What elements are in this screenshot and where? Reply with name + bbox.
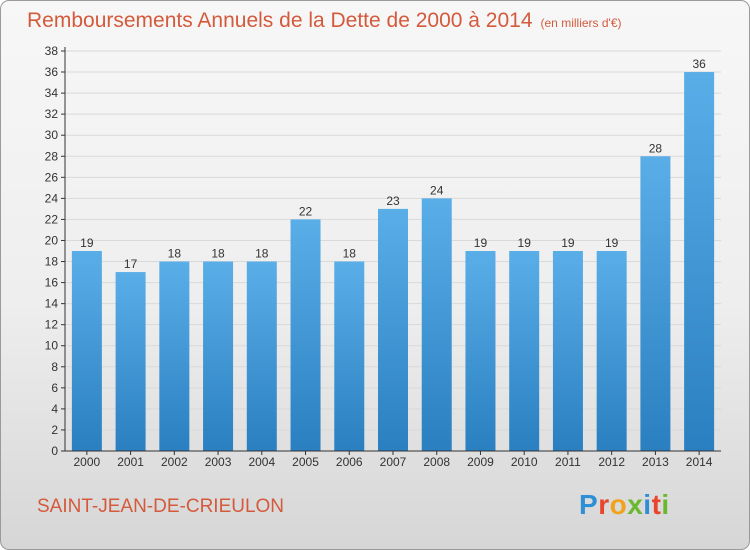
y-tick-label: 38 — [45, 44, 59, 58]
y-tick-label: 16 — [45, 276, 59, 290]
y-tick-label: 4 — [51, 402, 58, 416]
y-tick-label: 18 — [45, 255, 59, 269]
bar-2010 — [509, 251, 540, 451]
bar-value-label: 18 — [211, 247, 225, 261]
y-tick-label: 24 — [45, 191, 59, 205]
commune-name: SAINT-JEAN-DE-CRIEULON — [37, 496, 285, 517]
y-tick-label: 6 — [51, 381, 58, 395]
bar-2006 — [334, 261, 365, 451]
y-tick-label: 34 — [45, 86, 59, 100]
proxiti-logo: Proxiti — [579, 489, 670, 521]
y-tick-label: 26 — [45, 170, 59, 184]
x-tick-label: 2006 — [336, 455, 363, 469]
bar-value-label: 19 — [605, 236, 619, 250]
x-tick-label: 2001 — [117, 455, 144, 469]
chart-title-text: Remboursements Annuels de la Dette de 20… — [27, 9, 533, 32]
x-tick-label: 2005 — [292, 455, 319, 469]
bar-value-label: 19 — [518, 236, 532, 250]
bar-2001 — [115, 272, 146, 451]
logo-letter: t — [651, 489, 662, 520]
x-tick-label: 2011 — [555, 455, 581, 469]
chart-title-unit: (en milliers d'€) — [540, 16, 622, 30]
x-tick-label: 2002 — [161, 455, 188, 469]
bar-value-label: 24 — [430, 183, 444, 197]
y-tick-label: 28 — [45, 149, 59, 163]
x-tick-label: 2007 — [380, 455, 407, 469]
y-tick-label: 20 — [45, 233, 59, 247]
x-tick-label: 2008 — [423, 455, 450, 469]
bar-value-label: 18 — [255, 247, 269, 261]
logo-letter: o — [609, 489, 628, 520]
y-tick-label: 10 — [45, 339, 59, 353]
x-tick-label: 2003 — [205, 455, 232, 469]
y-tick-label: 12 — [45, 318, 59, 332]
bar-2008 — [421, 198, 452, 451]
bar-2012 — [596, 251, 627, 451]
y-tick-label: 22 — [45, 212, 59, 226]
x-tick-label: 2010 — [511, 455, 538, 469]
y-tick-label: 2 — [51, 423, 58, 437]
bar-2002 — [159, 261, 190, 451]
x-tick-label: 2004 — [248, 455, 275, 469]
x-tick-label: 2012 — [598, 455, 625, 469]
x-tick-label: 2000 — [74, 455, 101, 469]
x-tick-label: 2013 — [642, 455, 669, 469]
bar-value-label: 22 — [299, 204, 313, 218]
bar-2014 — [684, 72, 715, 451]
logo-letter: x — [627, 489, 644, 520]
y-tick-label: 36 — [45, 65, 59, 79]
bar-value-label: 17 — [124, 257, 138, 271]
logo-letter: i — [661, 489, 670, 520]
bar-value-label: 36 — [692, 57, 706, 71]
bar-value-label: 18 — [343, 247, 357, 261]
bar-value-label: 19 — [80, 236, 94, 250]
bar-2000 — [71, 251, 102, 451]
bar-value-label: 18 — [168, 247, 182, 261]
logo-letter: i — [643, 489, 652, 520]
bar-2007 — [378, 208, 408, 451]
bar-2005 — [290, 219, 321, 451]
bar-2003 — [203, 261, 234, 451]
y-tick-label: 0 — [51, 444, 58, 458]
x-tick-label: 2009 — [467, 455, 494, 469]
x-tick-label: 2014 — [686, 455, 713, 469]
y-tick-label: 8 — [51, 360, 58, 374]
bar-value-label: 19 — [561, 236, 575, 250]
bar-2009 — [465, 251, 496, 451]
logo-letter: P — [579, 489, 599, 520]
bar-2013 — [640, 156, 671, 451]
bar-value-label: 23 — [386, 194, 400, 208]
bar-2011 — [552, 251, 583, 451]
bar-value-label: 19 — [474, 236, 488, 250]
chart-title: Remboursements Annuels de la Dette de 20… — [27, 9, 622, 33]
logo-letter: r — [598, 489, 610, 520]
y-tick-label: 14 — [45, 297, 59, 311]
y-tick-label: 32 — [45, 107, 59, 121]
bar-2004 — [246, 261, 277, 451]
y-tick-label: 30 — [45, 128, 59, 142]
bar-value-label: 28 — [649, 141, 663, 155]
